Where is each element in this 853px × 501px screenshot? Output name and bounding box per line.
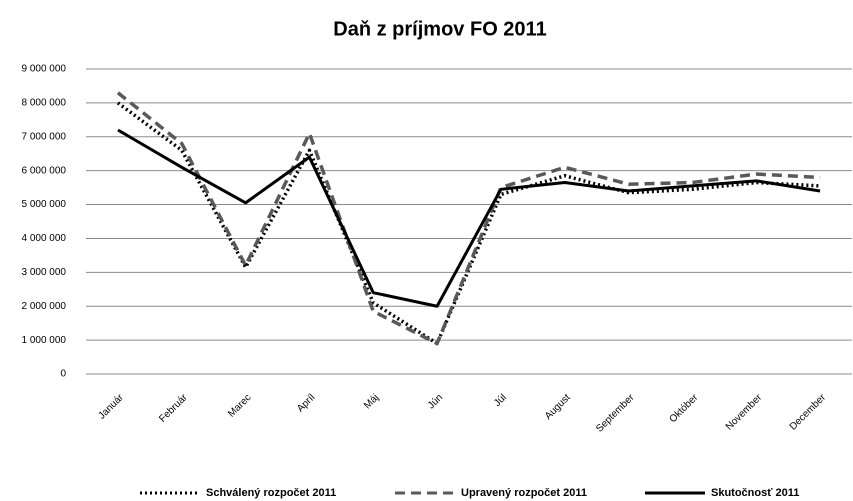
x-tick-label: Marec xyxy=(226,392,253,419)
chart-title: Daň z príjmov FO 2011 xyxy=(333,18,546,40)
y-tick-label: 5 000 000 xyxy=(22,199,67,210)
y-tick-label: 6 000 000 xyxy=(22,165,67,176)
legend-label: Schválený rozpočet 2011 xyxy=(206,487,336,499)
x-tick-label: September xyxy=(594,392,637,435)
y-tick-label: 1 000 000 xyxy=(22,335,67,346)
series-line xyxy=(117,128,821,308)
y-tick-label: 4 000 000 xyxy=(22,233,67,244)
x-tick-label: Apríl xyxy=(295,392,317,414)
x-tick-label: November xyxy=(724,392,765,433)
series-line xyxy=(116,101,821,346)
legend-label: Upravený rozpočet 2011 xyxy=(461,487,587,499)
x-tick-label: Január xyxy=(97,392,127,422)
x-tick-label: Máj xyxy=(362,392,381,411)
y-tick-label: 9 000 000 xyxy=(22,64,67,75)
legend-label: Skutočnosť 2011 xyxy=(711,487,799,499)
y-tick-label: 7 000 000 xyxy=(22,131,67,142)
x-tick-label: Júl xyxy=(492,392,509,409)
series-line xyxy=(116,91,821,346)
y-tick-label: 0 xyxy=(60,369,66,380)
y-tick-label: 2 000 000 xyxy=(22,301,67,312)
x-tick-label: Február xyxy=(157,392,190,425)
x-tick-label: December xyxy=(788,392,829,433)
y-tick-label: 3 000 000 xyxy=(22,267,67,278)
y-tick-label: 8 000 000 xyxy=(22,98,67,109)
x-tick-label: Jún xyxy=(426,392,445,411)
x-tick-label: August xyxy=(543,392,573,422)
x-tick-label: Október xyxy=(667,392,700,425)
